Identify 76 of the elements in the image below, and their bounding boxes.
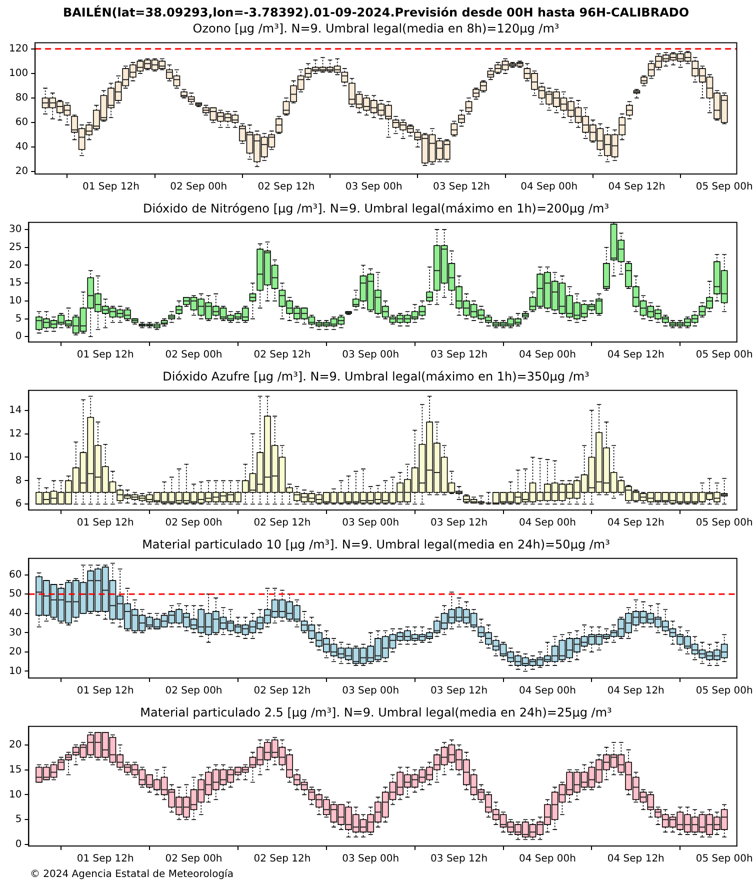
text: © 2024 Agencia Estatal de Meteorología xyxy=(29,868,234,882)
chart-title: Material particulado 10 [µg /m³]. N=9. Umbral legal(media en 24h)=50µg /m³ xyxy=(142,537,610,552)
y-tick-label: 10 xyxy=(8,452,22,463)
y-tick-label: 20 xyxy=(8,260,22,271)
x-tick-label: 02 Sep 12h xyxy=(254,350,311,361)
x-tick-label: 04 Sep 12h xyxy=(607,518,664,529)
y-tick-label: 60 xyxy=(15,117,28,128)
x-tick-label: 02 Sep 12h xyxy=(254,686,311,697)
x-tick-label: 03 Sep 12h xyxy=(432,182,490,193)
y-tick-label: 80 xyxy=(15,92,28,104)
x-tick-label: 04 Sep 12h xyxy=(607,350,664,361)
x-tick-label: 01 Sep 12h xyxy=(76,854,134,865)
y-tick-label: 40 xyxy=(8,608,22,619)
y-tick-label: 15 xyxy=(8,764,22,776)
x-tick-label: 02 Sep 12h xyxy=(258,182,315,193)
y-tick-label: 12 xyxy=(8,428,22,440)
x-tick-label: 04 Sep 00h xyxy=(518,350,576,361)
x-tick-label: 01 Sep 12h xyxy=(76,350,134,361)
y-tick-label: 30 xyxy=(8,627,22,638)
y-tick-label: 40 xyxy=(15,142,28,153)
x-tick-label: 04 Sep 00h xyxy=(520,182,578,193)
x-tick-label: 03 Sep 00h xyxy=(342,686,400,697)
chart-title: Material particulado 2.5 [µg /m³]. N=9. Umbral legal(media en 24h)=25µg /m³ xyxy=(140,705,612,720)
x-tick-label: 01 Sep 12h xyxy=(76,686,134,697)
x-tick-label: 04 Sep 12h xyxy=(608,182,666,193)
y-tick-label: 20 xyxy=(8,739,22,750)
x-tick-label: 03 Sep 12h xyxy=(430,686,488,697)
y-tick-label: 50 xyxy=(8,588,22,600)
chart-title: Dióxido Azufre [µg /m³]. N=9. Umbral legal(máximo en 1h)=350µg /m³ xyxy=(162,369,590,384)
x-tick-label: 03 Sep 12h xyxy=(430,350,488,361)
y-tick-label: 20 xyxy=(8,646,22,658)
y-tick-label: 10 xyxy=(8,296,22,307)
x-tick-label: 03 Sep 00h xyxy=(345,182,402,193)
x-tick-label: 04 Sep 00h xyxy=(518,518,576,529)
y-tick-label: 100 xyxy=(8,68,28,80)
chart-title: Dióxido de Nitrógeno [µg /m³]. N=9. Umbral legal(máximo en 1h)=200µg /m³ xyxy=(142,201,610,216)
y-tick-label: 5 xyxy=(15,313,22,324)
y-tick-label: 25 xyxy=(8,242,22,253)
y-tick-label: 30 xyxy=(8,224,22,236)
x-tick-label: 02 Sep 00h xyxy=(170,182,228,193)
x-tick-label: 05 Sep 00h xyxy=(696,518,753,529)
y-tick-label: 10 xyxy=(8,789,22,800)
x-tick-label: 05 Sep 00h xyxy=(696,854,753,865)
y-tick-label: 6 xyxy=(15,498,22,510)
x-tick-label: 02 Sep 00h xyxy=(165,350,222,361)
x-tick-label: 03 Sep 00h xyxy=(342,350,400,361)
x-tick-label: 03 Sep 12h xyxy=(430,518,488,529)
x-tick-label: 01 Sep 12h xyxy=(76,518,134,529)
y-tick-label: 20 xyxy=(15,166,28,178)
y-tick-label: 14 xyxy=(8,404,22,416)
chart-subtitle: Ozono [µg /m³]. N=9. Umbral legal(media en 8h)=120µg /m³ xyxy=(192,22,560,36)
x-tick-label: 04 Sep 12h xyxy=(607,686,664,697)
y-tick-label: 8 xyxy=(15,475,22,486)
x-tick-label: 05 Sep 00h xyxy=(696,350,753,361)
x-tick-label: 01 Sep 12h xyxy=(82,182,140,193)
x-tick-label: 04 Sep 00h xyxy=(518,686,576,697)
chart-title: BAILÉN(lat=38.09293,lon=-3.78392).01-09-2024.Previsión desde 00H hasta 96H-CALIBRADO xyxy=(62,4,690,20)
y-tick-label: 10 xyxy=(8,666,22,677)
x-tick-label: 05 Sep 00h xyxy=(696,182,753,193)
x-tick-label: 03 Sep 12h xyxy=(430,854,488,865)
x-tick-label: 02 Sep 12h xyxy=(254,854,311,865)
y-tick-label: 0 xyxy=(15,331,22,342)
x-tick-label: 03 Sep 00h xyxy=(342,518,400,529)
y-tick-label: 5 xyxy=(15,814,22,826)
x-tick-label: 02 Sep 00h xyxy=(165,854,222,865)
x-tick-label: 04 Sep 00h xyxy=(518,854,576,865)
x-tick-label: 03 Sep 00h xyxy=(342,854,400,865)
y-tick-label: 15 xyxy=(8,278,22,289)
y-tick-label: 120 xyxy=(8,44,28,55)
x-tick-label: 05 Sep 00h xyxy=(696,686,753,697)
y-tick-label: 0 xyxy=(15,839,22,850)
x-tick-label: 02 Sep 00h xyxy=(165,686,222,697)
x-tick-label: 02 Sep 12h xyxy=(254,518,311,529)
x-tick-label: 04 Sep 12h xyxy=(607,854,664,865)
y-tick-label: 60 xyxy=(8,569,22,580)
x-tick-label: 02 Sep 00h xyxy=(165,518,222,529)
